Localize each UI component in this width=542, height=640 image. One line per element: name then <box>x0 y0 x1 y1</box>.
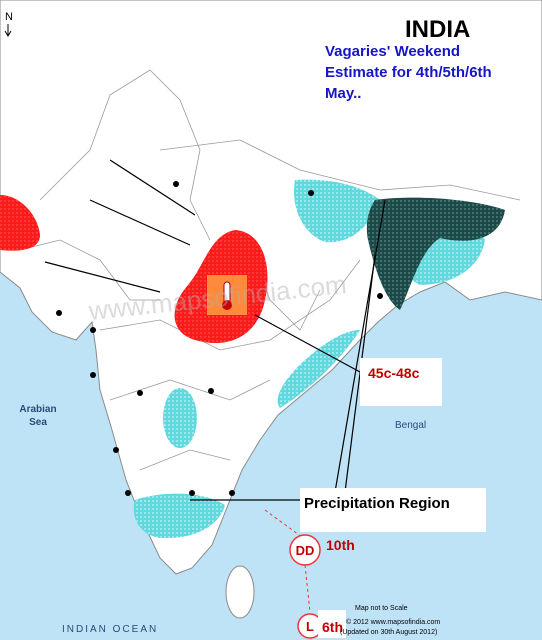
arrows <box>44 159 386 613</box>
thermometer-icon <box>207 275 247 315</box>
land <box>0 0 542 575</box>
system-marker <box>289 534 321 566</box>
city <box>308 190 314 196</box>
arrow <box>109 159 196 216</box>
city <box>56 310 62 316</box>
precipitation-label: Precipitation Region <box>304 495 450 512</box>
heat-area <box>0 195 40 251</box>
border <box>99 259 361 351</box>
border <box>139 449 231 471</box>
precipitation-box <box>300 488 486 532</box>
state-borders <box>19 69 521 471</box>
system-symbol: L <box>306 619 314 634</box>
ocean-label: INDIAN OCEAN <box>62 624 158 635</box>
system-symbol: DD <box>296 543 315 558</box>
city <box>173 181 179 187</box>
copyright: © 2012 www.mapsofindia.com <box>346 618 440 626</box>
temperature-box <box>360 358 442 406</box>
city <box>229 490 235 496</box>
title: INDIA <box>405 16 470 43</box>
sri-lanka <box>225 565 255 619</box>
updated: (Updated on 30th August 2012) <box>340 629 437 636</box>
date-box <box>318 610 346 638</box>
subtitle: May.. <box>325 85 361 102</box>
rain-area <box>294 179 380 243</box>
track <box>264 509 306 541</box>
rain-area <box>277 330 360 408</box>
pointer <box>254 314 361 373</box>
arrow <box>89 199 191 246</box>
city <box>377 293 383 299</box>
rain-area <box>133 493 225 539</box>
city <box>125 490 131 496</box>
subtitle: Estimate for 4th/5th/6th <box>325 64 492 81</box>
city <box>189 490 195 496</box>
system-date: 6th <box>322 619 343 635</box>
city <box>208 388 214 394</box>
sea-label: Bengal <box>395 420 426 431</box>
subtitle: Vagaries' Weekend <box>325 43 460 60</box>
city-dots <box>56 181 383 496</box>
storm-area <box>366 197 505 310</box>
city <box>90 327 96 333</box>
track <box>304 564 311 613</box>
pointer <box>334 199 386 493</box>
city <box>113 447 119 453</box>
compass: N <box>5 11 13 23</box>
border <box>39 69 211 241</box>
border <box>19 239 160 301</box>
system-date: 10th <box>326 537 355 553</box>
arrow <box>44 261 161 293</box>
compass-arrow <box>4 24 12 37</box>
rain-area <box>163 388 197 448</box>
sea-label: Sea <box>29 417 47 428</box>
city <box>90 372 96 378</box>
city <box>137 390 143 396</box>
sea-label: Arabian <box>19 404 56 415</box>
scale-note: Map not to Scale <box>355 605 408 612</box>
temperature-label: 45c-48c <box>368 365 420 381</box>
thermometer-bulb <box>222 300 232 310</box>
border <box>159 139 521 201</box>
